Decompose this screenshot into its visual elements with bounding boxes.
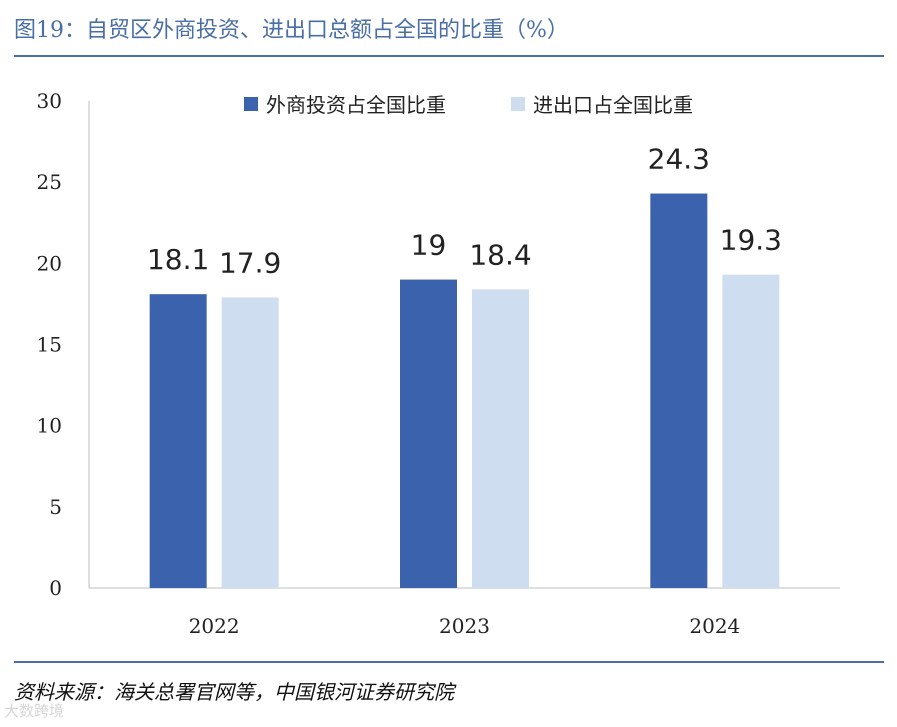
bars	[149, 193, 780, 588]
legend-label-series-2: 进出口占全国比重	[533, 93, 693, 117]
x-tick-label: 2023	[439, 614, 490, 638]
y-tick-label: 30	[37, 89, 62, 113]
bar-2022-series-1	[149, 294, 207, 588]
data-label-2022-series-2: 17.9	[219, 246, 281, 279]
source-divider	[14, 661, 884, 663]
bar-2023-series-1	[400, 279, 457, 588]
y-tick-label: 25	[37, 170, 62, 194]
data-label-2024-series-1: 24.3	[648, 143, 710, 176]
source-note: 资料来源：海关总署官网等，中国银河证券研究院	[14, 680, 454, 704]
data-labels: 18.1 17.9 19 18.4 24.3 19.3	[147, 143, 782, 280]
data-label-2023-series-1: 19	[411, 229, 447, 262]
bar-2024-series-1	[650, 193, 708, 588]
legend-swatch-series-2	[511, 97, 525, 111]
y-tick-label: 20	[37, 251, 62, 275]
title-underline	[14, 55, 884, 57]
bar-2022-series-2	[221, 297, 279, 588]
x-tick-label: 2024	[689, 614, 740, 638]
data-label-2023-series-2: 18.4	[469, 238, 531, 271]
y-tick-label: 0	[49, 576, 62, 600]
legend-swatch-series-1	[244, 97, 258, 111]
legend: 外商投资占全国比重 进出口占全国比重	[244, 93, 693, 117]
y-tick-label: 5	[49, 495, 62, 519]
x-tick-label: 2022	[189, 614, 240, 638]
bar-2023-series-2	[472, 289, 529, 588]
y-axis: 0 5 10 15 20 25 30	[37, 89, 90, 600]
y-tick-label: 15	[37, 333, 62, 357]
legend-label-series-1: 外商投资占全国比重	[266, 93, 446, 117]
bar-chart: 0 5 10 15 20 25 30 2022 2023 2024 18.1 17.9 19 18.4…	[37, 89, 840, 638]
chart-title: 图19：自贸区外商投资、进出口总额占全国的比重（%）	[14, 18, 569, 43]
x-axis: 2022 2023 2024	[89, 587, 840, 638]
data-label-2024-series-2: 19.3	[720, 224, 782, 257]
data-label-2022-series-1: 18.1	[147, 243, 209, 276]
watermark: 大数跨境	[4, 702, 65, 720]
bar-2024-series-2	[722, 274, 780, 588]
y-tick-label: 10	[37, 414, 62, 438]
